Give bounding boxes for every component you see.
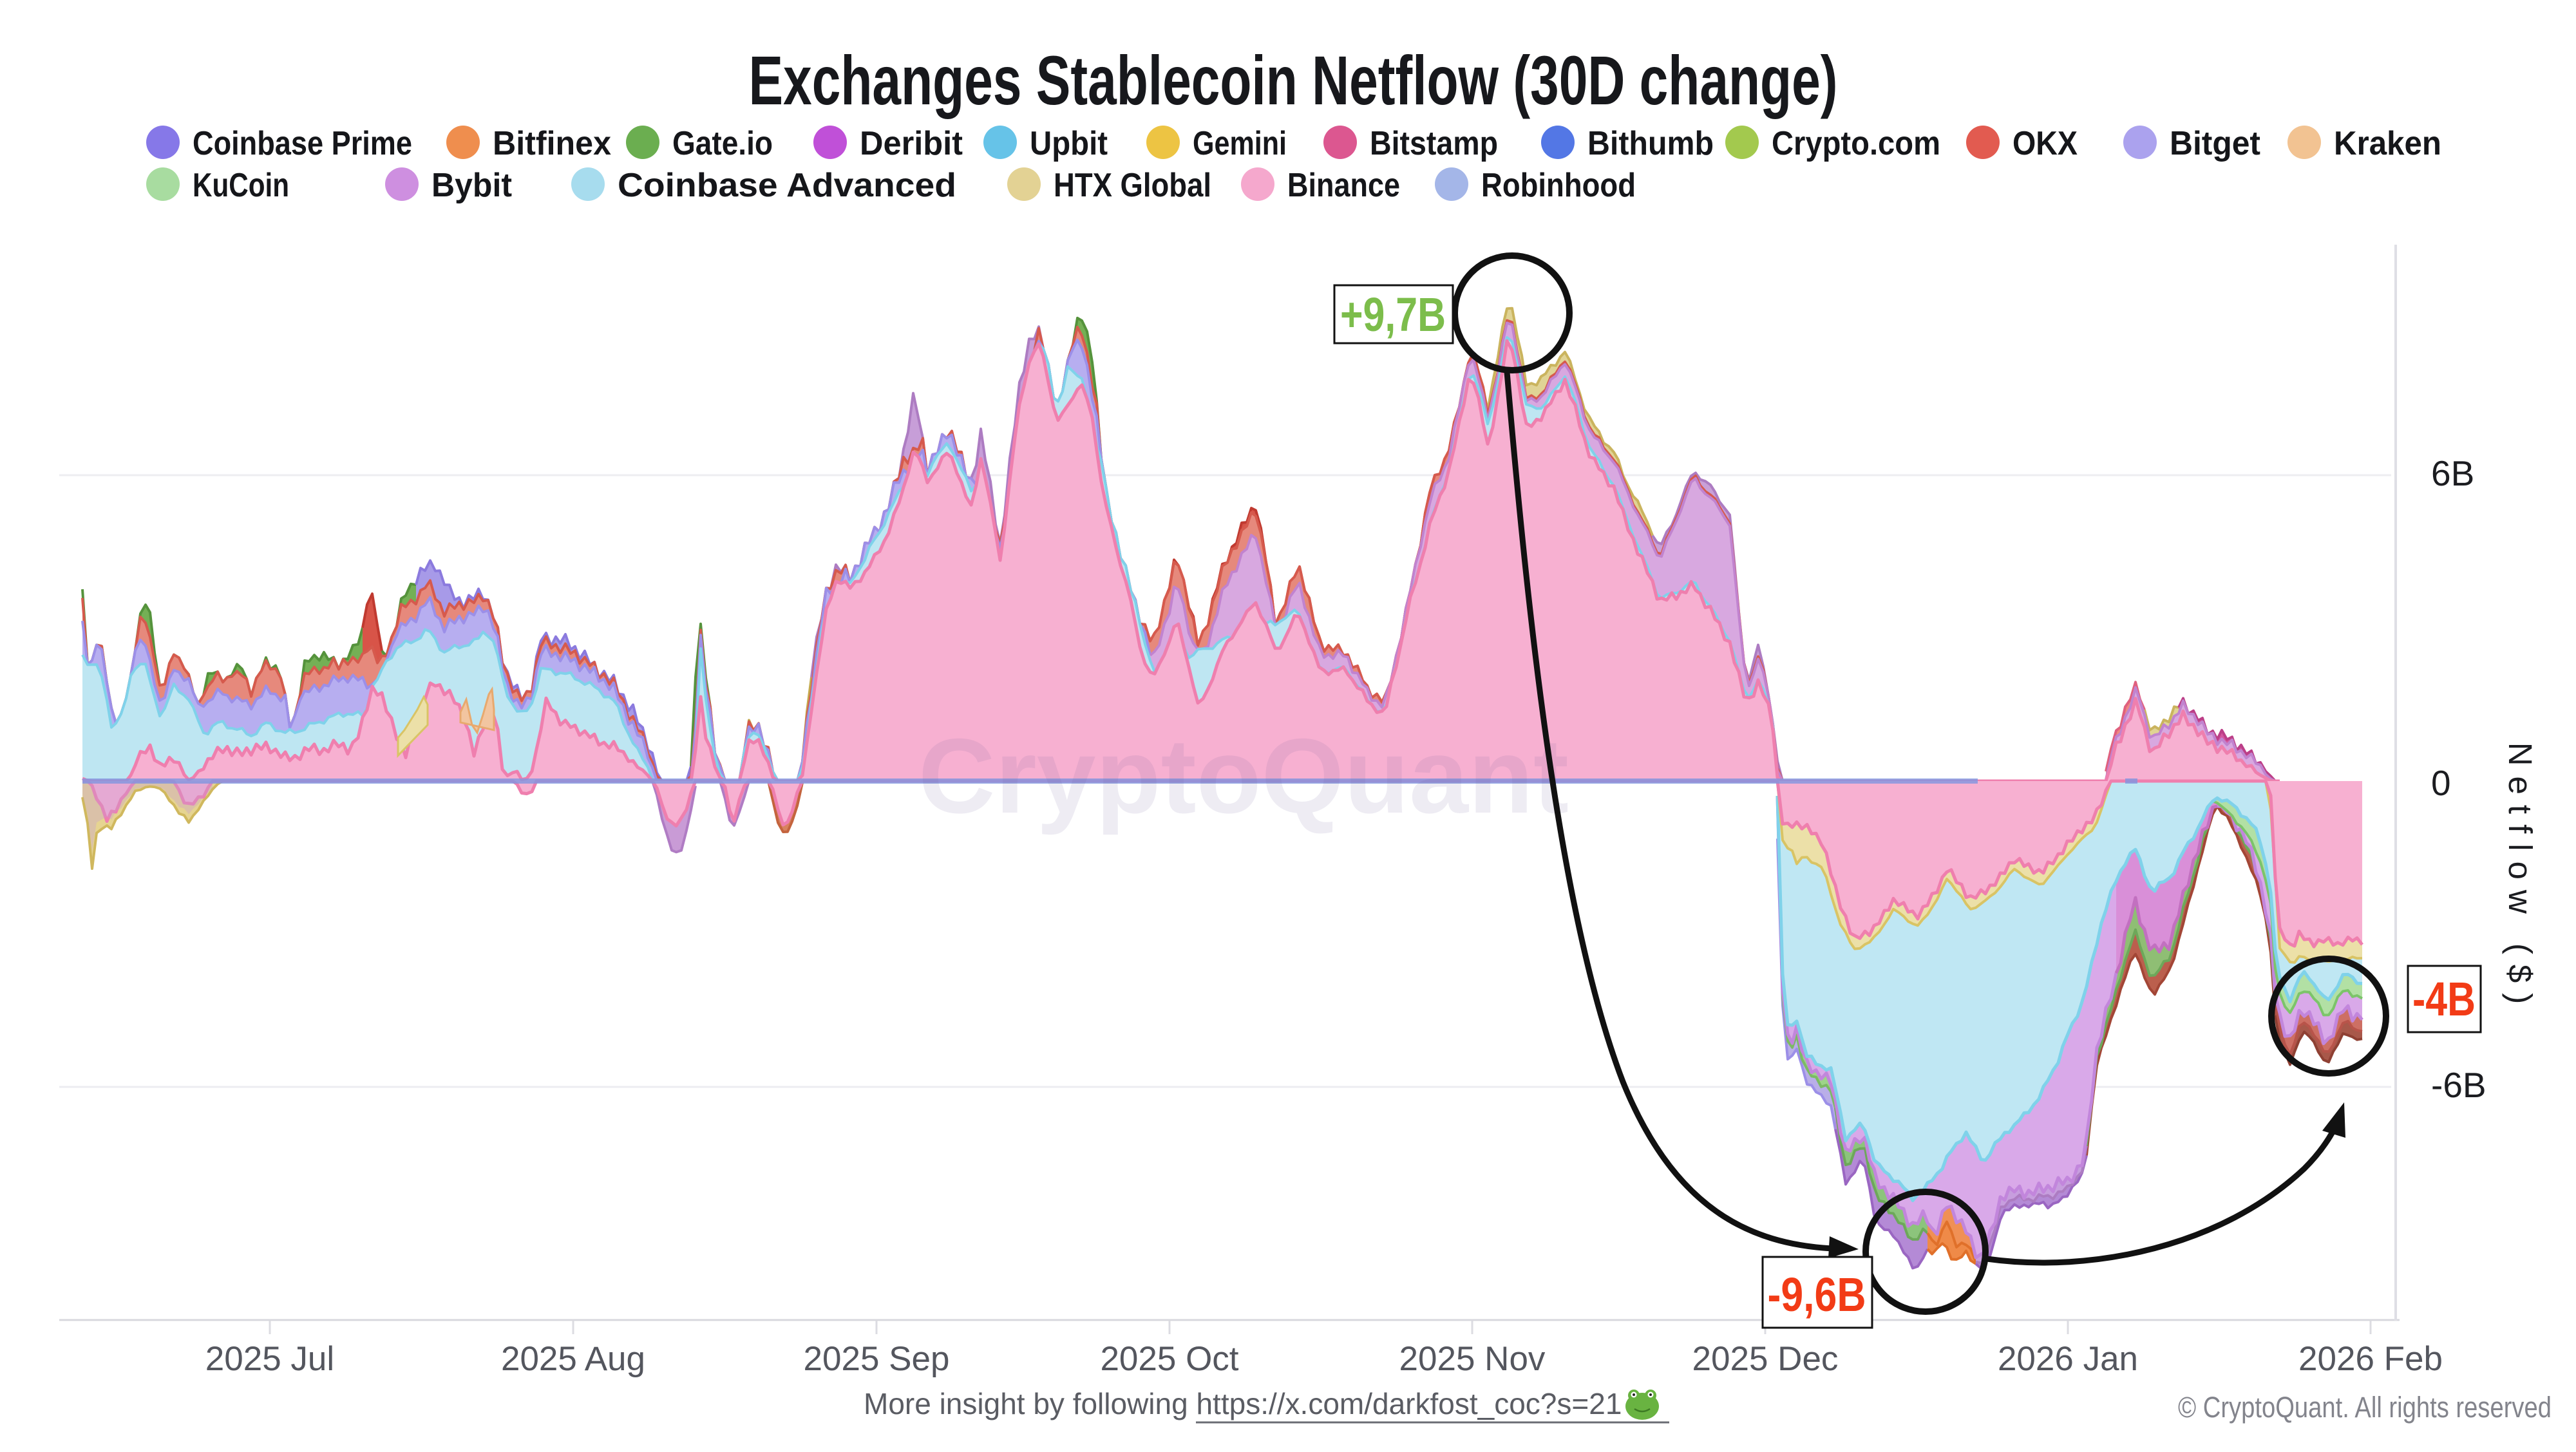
svg-text:2025 Nov: 2025 Nov (1399, 1340, 1546, 1378)
svg-text:-9,6B: -9,6B (1768, 1268, 1866, 1321)
svg-text:Upbit: Upbit (1030, 125, 1108, 162)
svg-text:CryptoQuant: CryptoQuant (918, 717, 1569, 835)
svg-text:Bitget: Bitget (2170, 125, 2260, 162)
svg-text:Gate.io: Gate.io (672, 125, 773, 162)
svg-text:Bitfinex: Bitfinex (493, 125, 611, 162)
svg-text:HTX Global: HTX Global (1054, 167, 1211, 204)
svg-text:KuCoin: KuCoin (193, 167, 289, 204)
svg-text:2026 Feb: 2026 Feb (2298, 1340, 2443, 1378)
svg-text:Bithumb: Bithumb (1587, 125, 1714, 162)
svg-text:Crypto.com: Crypto.com (1772, 125, 1940, 162)
svg-text:2026 Jan: 2026 Jan (1998, 1340, 2138, 1378)
svg-text:Bybit: Bybit (431, 167, 512, 204)
svg-text:Robinhood: Robinhood (1481, 167, 1636, 204)
svg-text:Exchanges Stablecoin Netflow (: Exchanges Stablecoin Netflow (30D change… (749, 41, 1838, 119)
svg-text:-6B: -6B (2431, 1065, 2486, 1105)
svg-text:2025 Dec: 2025 Dec (1692, 1340, 1839, 1378)
svg-text:2025 Aug: 2025 Aug (501, 1340, 645, 1378)
svg-text:+9,7B: +9,7B (1340, 288, 1446, 341)
svg-text:OKX: OKX (2012, 125, 2078, 162)
svg-text:Deribit: Deribit (860, 125, 963, 162)
svg-text:Coinbase Prime: Coinbase Prime (193, 125, 412, 162)
svg-text:Bitstamp: Bitstamp (1370, 125, 1498, 162)
svg-text:Coinbase Advanced: Coinbase Advanced (618, 167, 956, 204)
svg-text:© CryptoQuant. All rights rese: © CryptoQuant. All rights reserved (2178, 1391, 2552, 1424)
svg-text:More insight by following http: More insight by following https://x.com/… (864, 1387, 1622, 1420)
svg-text:0: 0 (2431, 763, 2451, 803)
svg-text:2025 Sep: 2025 Sep (804, 1340, 950, 1378)
svg-text:Netflow ($): Netflow ($) (2502, 742, 2539, 1015)
svg-text:6B: 6B (2431, 453, 2474, 493)
svg-text:2025 Jul: 2025 Jul (205, 1340, 334, 1378)
svg-text:Binance: Binance (1287, 167, 1400, 204)
svg-text:-4B: -4B (2412, 972, 2476, 1026)
svg-text:Kraken: Kraken (2334, 125, 2441, 162)
svg-text:2025 Oct: 2025 Oct (1100, 1340, 1238, 1378)
svg-text:Gemini: Gemini (1193, 125, 1287, 162)
